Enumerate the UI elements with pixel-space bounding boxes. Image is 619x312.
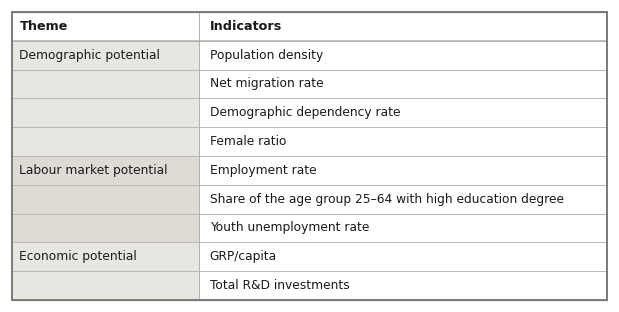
Bar [12,156,199,185]
Text: Net migration rate: Net migration rate [210,77,323,90]
Text: Share of the age group 25–64 with high education degree: Share of the age group 25–64 with high e… [210,193,564,206]
Bar [12,41,199,70]
Text: Female ratio: Female ratio [210,135,286,148]
Text: Demographic potential: Demographic potential [19,49,160,62]
Bar [12,70,199,98]
Text: Youth unemployment rate: Youth unemployment rate [210,222,369,235]
Bar [199,70,607,98]
Bar [199,242,607,271]
Text: Demographic dependency rate: Demographic dependency rate [210,106,400,119]
Bar [12,271,199,300]
Bar [199,271,607,300]
Text: Labour market potential: Labour market potential [19,164,168,177]
Bar [199,156,607,185]
Bar [12,12,199,41]
Bar [12,242,199,271]
Bar [199,12,607,41]
Text: Theme: Theme [19,20,68,33]
Text: Employment rate: Employment rate [210,164,316,177]
Bar [12,185,199,214]
Bar [12,214,199,242]
Bar [199,41,607,70]
Bar [199,185,607,214]
Bar [12,98,199,127]
Bar [199,98,607,127]
Bar [12,127,199,156]
Bar [199,127,607,156]
Text: Indicators: Indicators [210,20,282,33]
Text: Population density: Population density [210,49,323,62]
Text: Total R&D investments: Total R&D investments [210,279,349,292]
Text: GRP/capita: GRP/capita [210,250,277,263]
Bar [199,214,607,242]
Text: Economic potential: Economic potential [19,250,137,263]
